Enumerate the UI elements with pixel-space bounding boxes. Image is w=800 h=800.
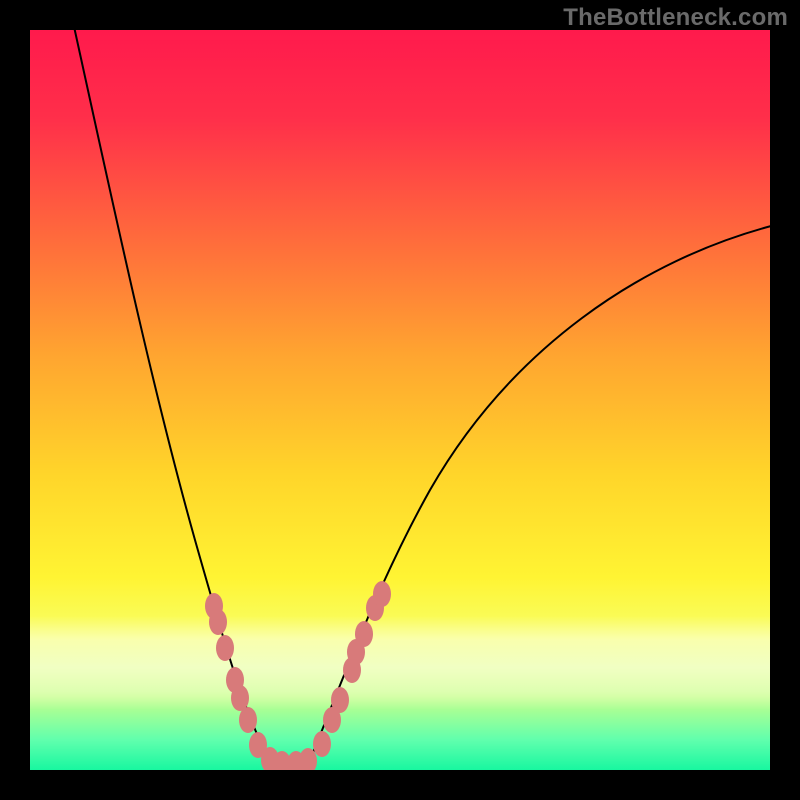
marker-left (209, 609, 227, 635)
highlight-band (30, 616, 770, 710)
marker-right (313, 731, 331, 757)
marker-left (216, 635, 234, 661)
marker-right (331, 687, 349, 713)
marker-left (239, 707, 257, 733)
watermark-text: TheBottleneck.com (563, 4, 788, 32)
marker-left (231, 685, 249, 711)
bottleneck-chart (0, 0, 800, 800)
marker-right (355, 621, 373, 647)
marker-right (373, 581, 391, 607)
